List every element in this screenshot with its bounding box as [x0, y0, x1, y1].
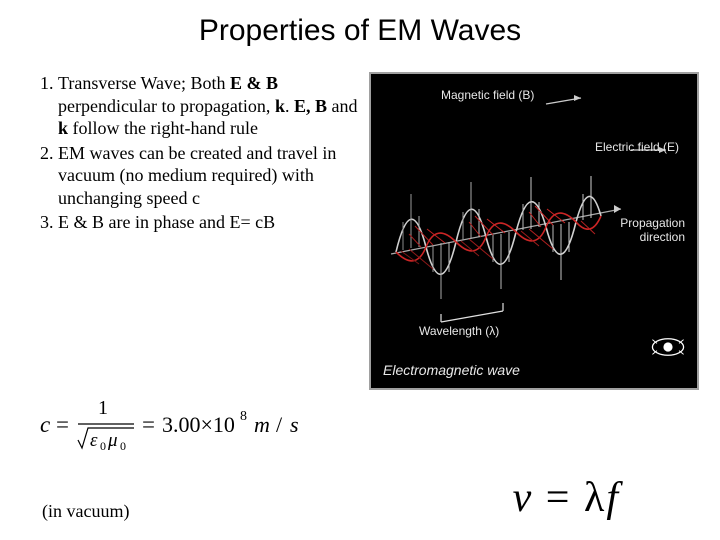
li1-c: perpendicular to propagation, — [58, 96, 275, 116]
svg-text:0: 0 — [120, 439, 126, 452]
li1-i: follow the right-hand rule — [68, 118, 258, 138]
li1-f: E, B — [294, 96, 327, 116]
svg-text:c: c — [40, 412, 50, 437]
text-column: Transverse Wave; Both E & B perpendicula… — [30, 72, 365, 390]
formula-v-lambda-f: v = λf — [513, 474, 620, 522]
list-item-2: EM waves can be created and travel in va… — [58, 142, 365, 210]
svg-text:8: 8 — [240, 409, 247, 424]
em-wave-diagram: Magnetic field (B) Electric field (E) Pr… — [369, 72, 699, 390]
vlf-f: f — [606, 475, 620, 521]
svg-text:1: 1 — [98, 397, 108, 419]
li1-b: E & B — [230, 73, 278, 93]
svg-text:s: s — [290, 412, 299, 437]
content-row: Transverse Wave; Both E & B perpendicula… — [0, 56, 720, 390]
wavelength-label: Wavelength (λ) — [419, 324, 499, 338]
vacuum-note: (in vacuum) — [42, 501, 345, 522]
e-field-wave — [396, 206, 601, 269]
properties-list: Transverse Wave; Both E & B perpendicula… — [30, 72, 365, 234]
wl-bracket — [441, 311, 503, 322]
vlf-eq: = — [533, 475, 584, 521]
list-item-1: Transverse Wave; Both E & B perpendicula… — [58, 72, 365, 140]
b-field-wave — [396, 176, 601, 299]
slide-title: Properties of EM Waves — [0, 0, 720, 56]
left-formula-block: c = 1 ε 0 μ 0 = 3.00×10 8 m / s (in vacu… — [40, 394, 345, 522]
prop-label-1: Propagation — [620, 216, 685, 230]
svg-text:/: / — [276, 412, 283, 437]
formula-c-svg: c = 1 ε 0 μ 0 = 3.00×10 8 m / s — [40, 396, 345, 452]
b-arrow-head — [574, 95, 581, 101]
eye-icon — [649, 336, 687, 358]
diagram-title: Electromagnetic wave — [383, 362, 520, 378]
li1-g: and — [327, 96, 358, 116]
prop-label-2: direction — [640, 230, 685, 244]
svg-text:μ: μ — [107, 430, 118, 451]
e-field-label: Electric field (E) — [595, 140, 679, 154]
li1-d: k — [275, 96, 285, 116]
formula-row: c = 1 ε 0 μ 0 = 3.00×10 8 m / s (in vacu… — [0, 390, 720, 522]
vlf-lambda: λ — [584, 475, 606, 521]
li1-a: Transverse Wave; Both — [58, 73, 230, 93]
vlf-v: v — [513, 475, 534, 521]
svg-text:3.00×10: 3.00×10 — [162, 412, 235, 437]
list-item-3: E & B are in phase and E= cB — [58, 211, 365, 234]
svg-text:=: = — [56, 412, 69, 437]
svg-text:=: = — [142, 412, 155, 437]
svg-text:m: m — [254, 412, 270, 437]
li1-h: k — [58, 118, 68, 138]
li1-e: . — [285, 96, 294, 116]
b-field-label: Magnetic field (B) — [441, 88, 534, 102]
axis-arrow — [614, 205, 621, 213]
diagram-column: Magnetic field (B) Electric field (E) Pr… — [369, 72, 699, 390]
svg-text:0: 0 — [100, 439, 106, 452]
svg-text:ε: ε — [90, 430, 98, 451]
